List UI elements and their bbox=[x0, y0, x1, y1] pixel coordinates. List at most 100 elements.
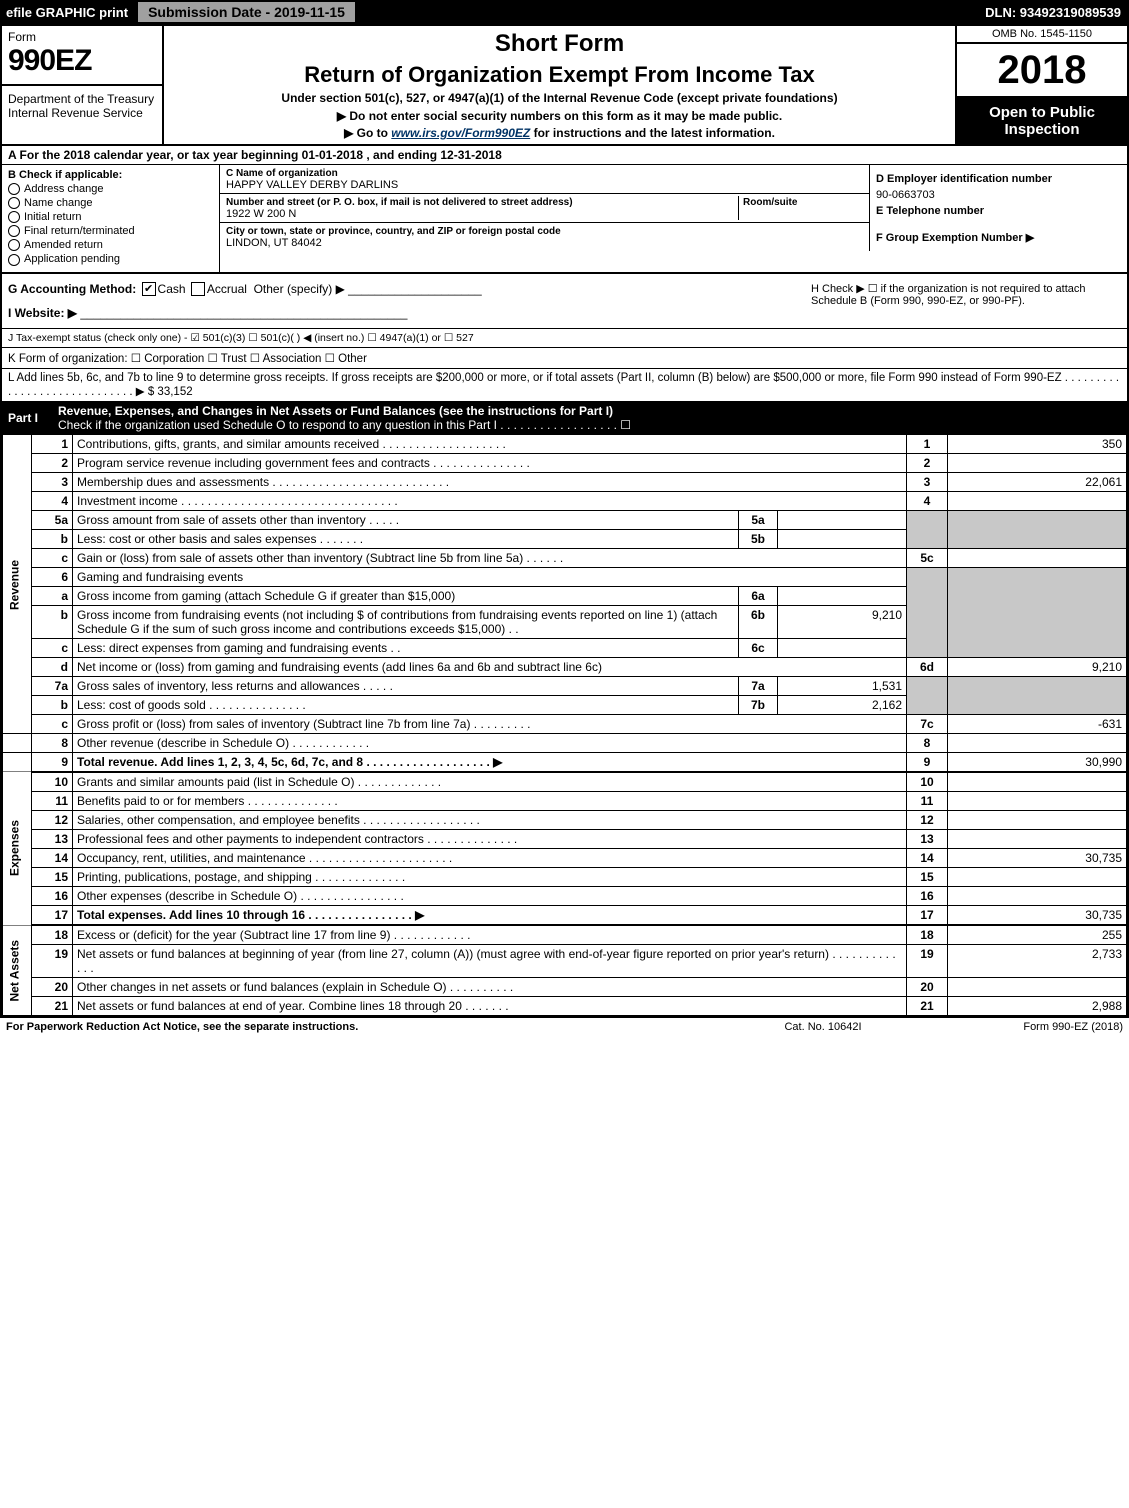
irs-link[interactable]: www.irs.gov/Form990EZ bbox=[391, 126, 530, 140]
line-21-boxnum: 21 bbox=[907, 997, 948, 1016]
street-value: 1922 W 200 N bbox=[226, 208, 296, 220]
chk-initial-return[interactable]: Initial return bbox=[8, 211, 213, 223]
form-label: Form bbox=[2, 26, 162, 44]
line-8-num: 8 bbox=[32, 734, 73, 753]
line-5a-midnum: 5a bbox=[739, 511, 778, 530]
chk-final-return-label: Final return/terminated bbox=[24, 225, 135, 237]
row-j: J Tax-exempt status (check only one) - ☑… bbox=[2, 329, 1127, 348]
line-5b-midnum: 5b bbox=[739, 530, 778, 549]
line-4-num: 4 bbox=[32, 492, 73, 511]
line-19-amt: 2,733 bbox=[948, 945, 1127, 978]
line-6b-midnum: 6b bbox=[739, 606, 778, 639]
line-6-num: 6 bbox=[32, 568, 73, 587]
line-7a-desc: Gross sales of inventory, less returns a… bbox=[73, 677, 739, 696]
box-def: D Employer identification number 90-0663… bbox=[870, 165, 1127, 272]
chk-initial-return-label: Initial return bbox=[24, 211, 81, 223]
line-7b-midamt: 2,162 bbox=[778, 696, 907, 715]
website-label: I Website: ▶ bbox=[8, 306, 77, 320]
under-section: Under section 501(c), 527, or 4947(a)(1)… bbox=[174, 91, 945, 105]
org-name: HAPPY VALLEY DERBY DARLINS bbox=[226, 179, 398, 191]
line-3-boxnum: 3 bbox=[907, 473, 948, 492]
line-6c-num: c bbox=[32, 639, 73, 658]
line-17-desc: Total expenses. Add lines 10 through 16 … bbox=[73, 906, 907, 926]
chk-address-change[interactable]: Address change bbox=[8, 183, 213, 195]
chk-name-change[interactable]: Name change bbox=[8, 197, 213, 209]
grey-6 bbox=[907, 568, 948, 658]
line-19-num: 19 bbox=[32, 945, 73, 978]
line-6d-num: d bbox=[32, 658, 73, 677]
line-5c-desc: Gain or (loss) from sale of assets other… bbox=[73, 549, 907, 568]
chk-cash[interactable] bbox=[142, 282, 156, 296]
line-10-amt bbox=[948, 772, 1127, 792]
line-6d-boxnum: 6d bbox=[907, 658, 948, 677]
line-9-amt: 30,990 bbox=[948, 753, 1127, 773]
side-revenue-cont bbox=[3, 734, 32, 753]
line-6d-desc: Net income or (loss) from gaming and fun… bbox=[73, 658, 907, 677]
chk-final-return[interactable]: Final return/terminated bbox=[8, 225, 213, 237]
line-6b-num: b bbox=[32, 606, 73, 639]
line-16-num: 16 bbox=[32, 887, 73, 906]
omb-number: OMB No. 1545-1150 bbox=[957, 26, 1127, 44]
efile-print[interactable]: efile GRAPHIC print bbox=[0, 5, 134, 20]
line-20-num: 20 bbox=[32, 978, 73, 997]
line-8-desc: Other revenue (describe in Schedule O) .… bbox=[73, 734, 907, 753]
line-1-desc: Contributions, gifts, grants, and simila… bbox=[73, 435, 907, 454]
tax-year: 2018 bbox=[957, 44, 1127, 96]
line-1-boxnum: 1 bbox=[907, 435, 948, 454]
line-13-boxnum: 13 bbox=[907, 830, 948, 849]
row-k: K Form of organization: ☐ Corporation ☐ … bbox=[2, 348, 1127, 369]
row-h: H Check ▶ ☐ if the organization is not r… bbox=[811, 282, 1121, 321]
box-b: B Check if applicable: Address change Na… bbox=[2, 165, 220, 272]
line-10-desc: Grants and similar amounts paid (list in… bbox=[73, 772, 907, 792]
chk-application-pending[interactable]: Application pending bbox=[8, 253, 213, 265]
line-15-boxnum: 15 bbox=[907, 868, 948, 887]
line-6-desc: Gaming and fundraising events bbox=[73, 568, 907, 587]
grey-5 bbox=[907, 511, 948, 549]
footer-paperwork: For Paperwork Reduction Act Notice, see … bbox=[6, 1021, 723, 1033]
chk-address-change-label: Address change bbox=[24, 183, 104, 195]
line-16-amt bbox=[948, 887, 1127, 906]
line-6b-desc: Gross income from fundraising events (no… bbox=[73, 606, 739, 639]
line-18-num: 18 bbox=[32, 925, 73, 945]
form-number: 990EZ bbox=[2, 44, 162, 84]
line-7b-midnum: 7b bbox=[739, 696, 778, 715]
line-11-desc: Benefits paid to or for members . . . . … bbox=[73, 792, 907, 811]
side-net-assets: Net Assets bbox=[3, 925, 32, 1016]
chk-amended-return[interactable]: Amended return bbox=[8, 239, 213, 251]
chk-name-change-label: Name change bbox=[24, 197, 93, 209]
dln: DLN: 93492319089539 bbox=[985, 5, 1129, 20]
line-18-desc: Excess or (deficit) for the year (Subtra… bbox=[73, 925, 907, 945]
chk-accrual[interactable] bbox=[191, 282, 205, 296]
line-7c-num: c bbox=[32, 715, 73, 734]
chk-application-pending-label: Application pending bbox=[24, 253, 120, 265]
line-11-amt bbox=[948, 792, 1127, 811]
line-9-boxnum: 9 bbox=[907, 753, 948, 773]
line-19-boxnum: 19 bbox=[907, 945, 948, 978]
accrual-label: Accrual bbox=[207, 282, 247, 296]
line-8-amt bbox=[948, 734, 1127, 753]
line-17-boxnum: 17 bbox=[907, 906, 948, 926]
goto-instructions: ▶ Go to www.irs.gov/Form990EZ for instru… bbox=[174, 126, 945, 140]
form-990ez: Form 990EZ Department of the Treasury In… bbox=[0, 24, 1129, 1018]
line-5c-num: c bbox=[32, 549, 73, 568]
footer-catno: Cat. No. 10642I bbox=[723, 1021, 923, 1033]
line-8-boxnum: 8 bbox=[907, 734, 948, 753]
line-5b-desc: Less: cost or other basis and sales expe… bbox=[73, 530, 739, 549]
chk-amended-return-label: Amended return bbox=[24, 239, 103, 251]
line-15-amt bbox=[948, 868, 1127, 887]
line-11-boxnum: 11 bbox=[907, 792, 948, 811]
line-7c-amt: -631 bbox=[948, 715, 1127, 734]
line-5b-midamt bbox=[778, 530, 907, 549]
top-bar: efile GRAPHIC print Submission Date - 20… bbox=[0, 0, 1129, 24]
line-11-num: 11 bbox=[32, 792, 73, 811]
header-right: OMB No. 1545-1150 2018 Open to Public In… bbox=[955, 26, 1127, 144]
info-block: B Check if applicable: Address change Na… bbox=[2, 165, 1127, 274]
line-1-amt: 350 bbox=[948, 435, 1127, 454]
submission-date: Submission Date - 2019-11-15 bbox=[138, 2, 355, 22]
line-10-num: 10 bbox=[32, 772, 73, 792]
line-16-desc: Other expenses (describe in Schedule O) … bbox=[73, 887, 907, 906]
line-5a-desc: Gross amount from sale of assets other t… bbox=[73, 511, 739, 530]
line-14-boxnum: 14 bbox=[907, 849, 948, 868]
line-2-num: 2 bbox=[32, 454, 73, 473]
line-7a-midnum: 7a bbox=[739, 677, 778, 696]
